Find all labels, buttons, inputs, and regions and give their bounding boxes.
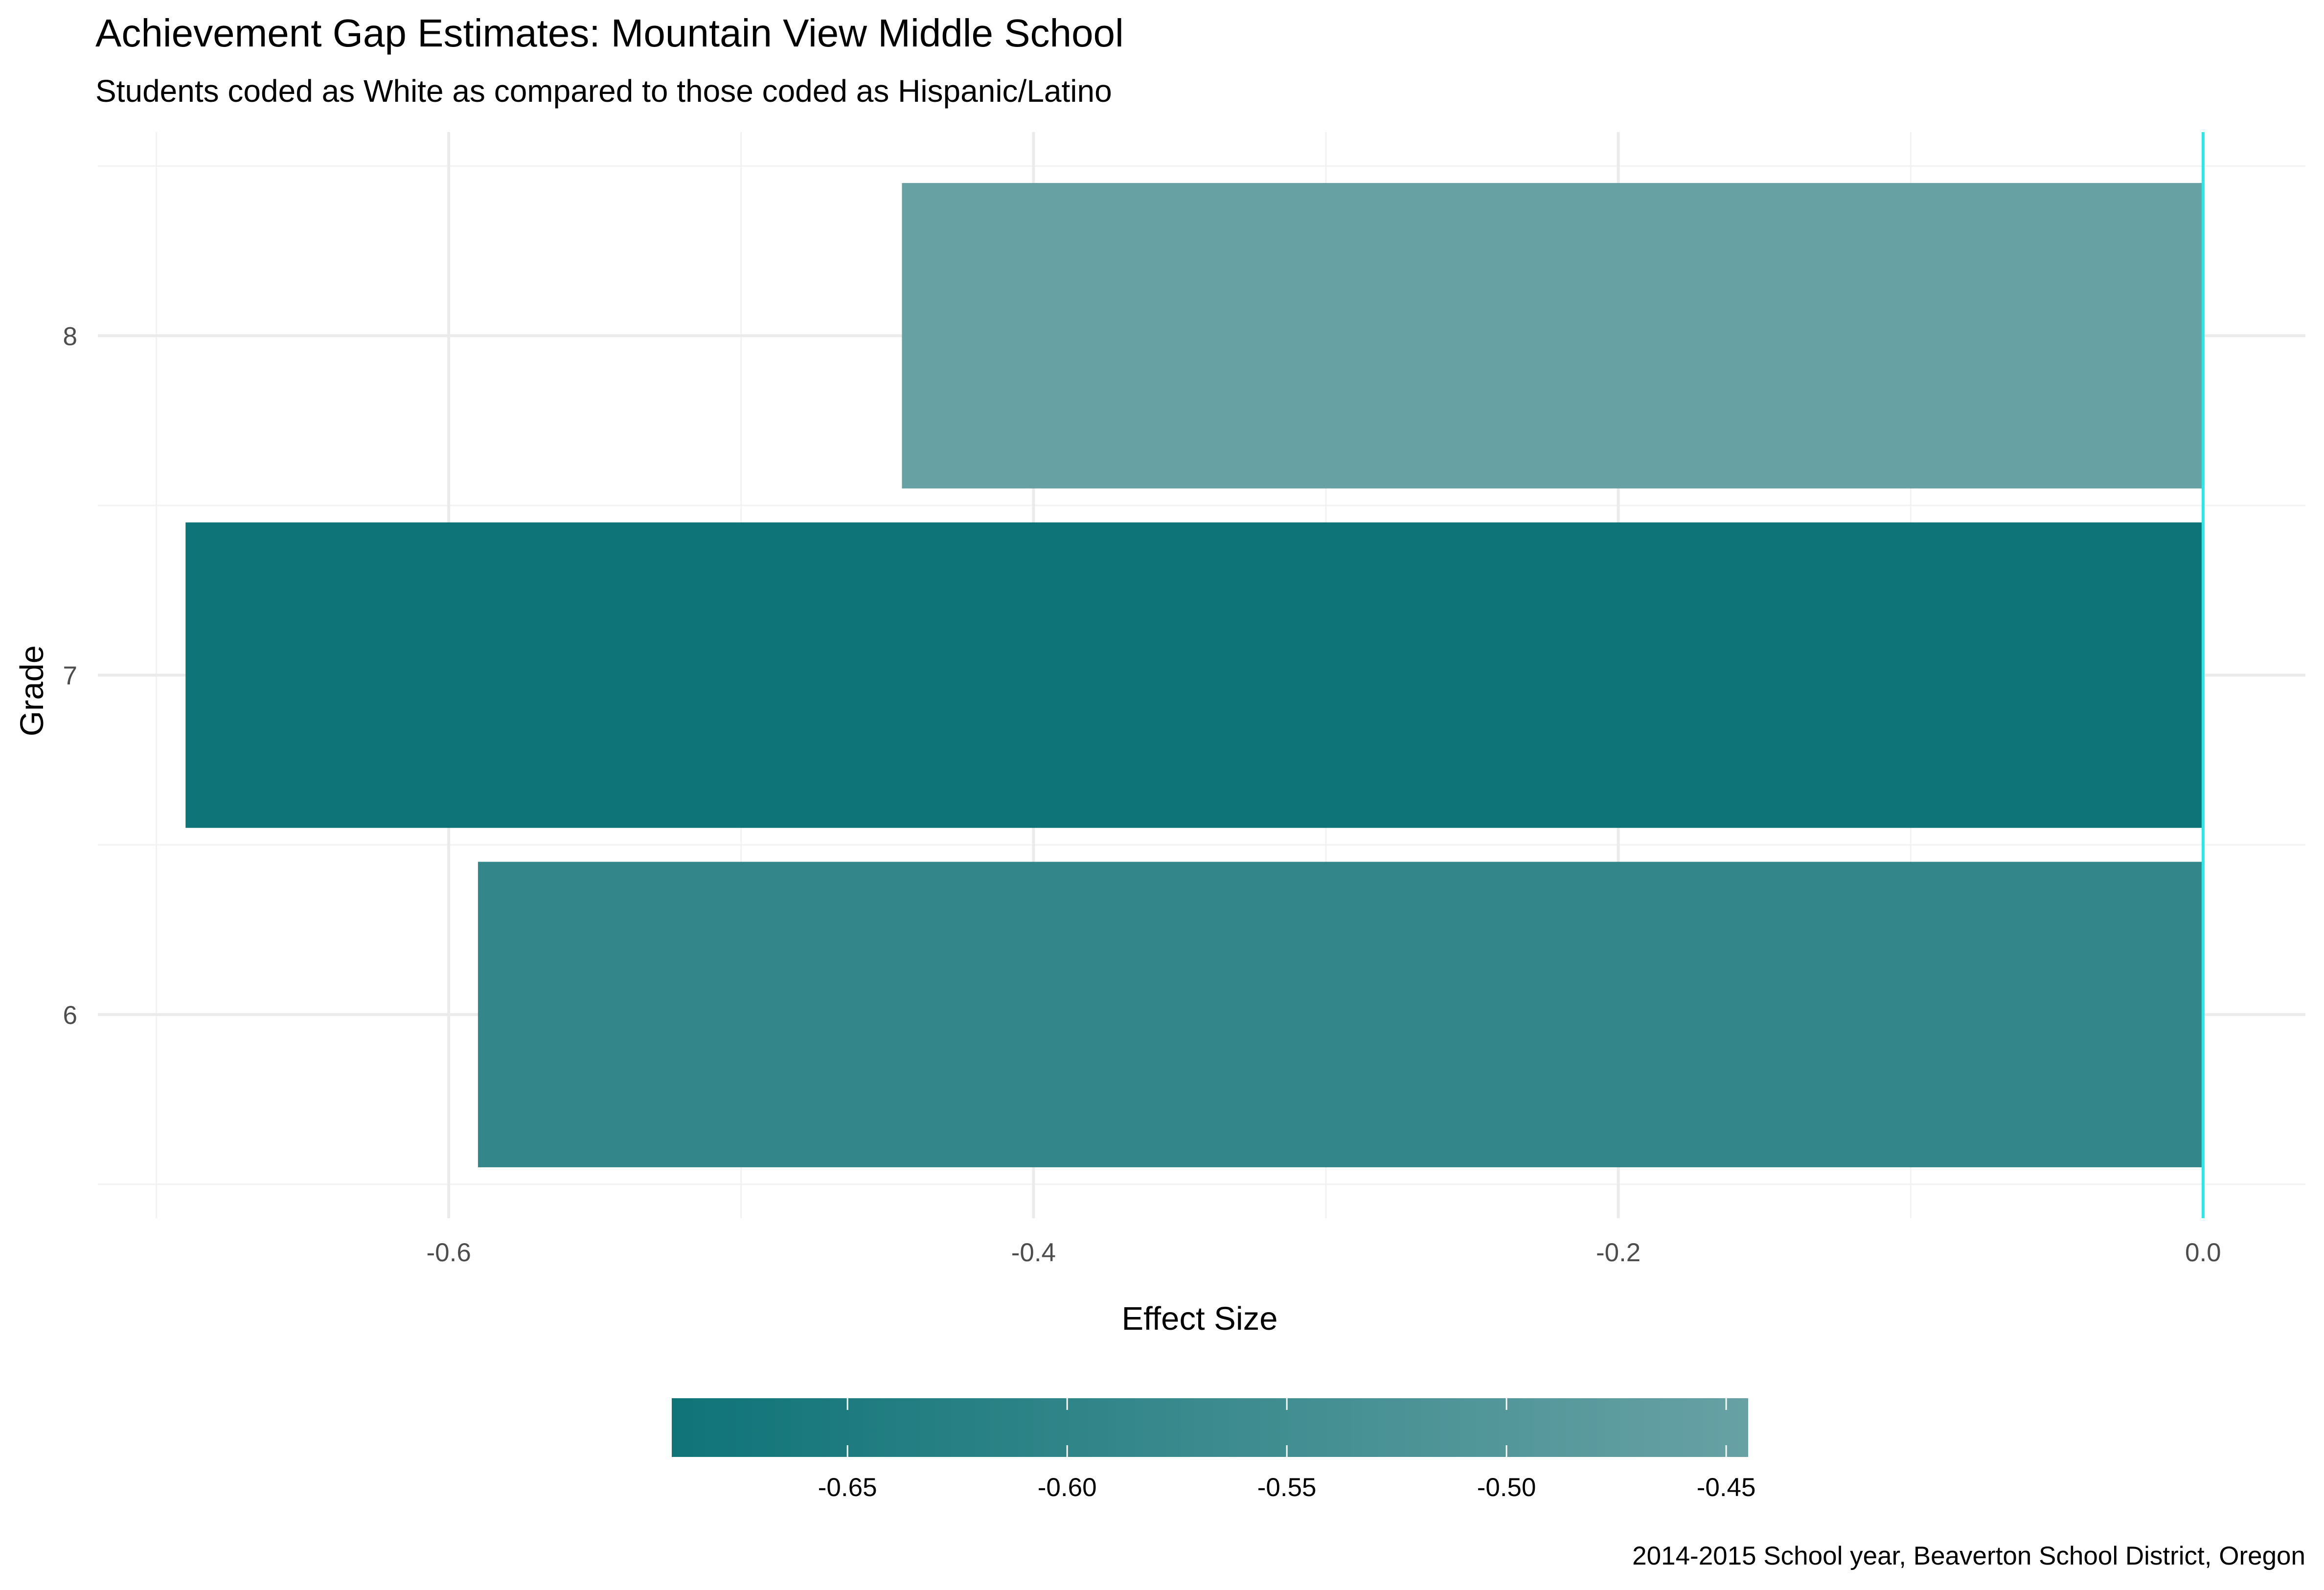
x-axis-ticks: -0.6 -0.4 -0.2 0.0 bbox=[426, 1238, 2221, 1267]
y-tick-label: 6 bbox=[63, 1001, 77, 1030]
chart-caption: 2014-2015 School year, Beaverton School … bbox=[1632, 1542, 2305, 1570]
colorbar-tick-label: -0.60 bbox=[1038, 1473, 1097, 1502]
x-axis-title: Effect Size bbox=[1121, 1300, 1277, 1337]
x-tick-label: 0.0 bbox=[2185, 1238, 2221, 1267]
bar-grade-7 bbox=[185, 522, 2203, 828]
colorbar-ticks: -0.65 -0.60 -0.55 -0.50 -0.45 bbox=[818, 1398, 1756, 1502]
x-tick-label: -0.2 bbox=[1596, 1238, 1640, 1267]
y-tick-label: 7 bbox=[63, 661, 77, 690]
colorbar bbox=[672, 1398, 1748, 1457]
chart-subtitle: Students coded as White as compared to t… bbox=[95, 73, 1112, 109]
y-axis-ticks: 6 7 8 bbox=[63, 322, 77, 1030]
chart-title: Achievement Gap Estimates: Mountain View… bbox=[95, 11, 1124, 55]
color-legend: -0.65 -0.60 -0.55 -0.50 -0.45 bbox=[672, 1398, 1756, 1502]
bar-grade-6 bbox=[478, 862, 2203, 1167]
y-axis-title: Grade bbox=[14, 645, 50, 736]
colorbar-tick-label: -0.65 bbox=[818, 1473, 877, 1502]
x-tick-label: -0.4 bbox=[1011, 1238, 1056, 1267]
x-tick-label: -0.6 bbox=[426, 1238, 471, 1267]
colorbar-tick-label: -0.50 bbox=[1477, 1473, 1536, 1502]
colorbar-tick-label: -0.55 bbox=[1257, 1473, 1317, 1502]
y-tick-label: 8 bbox=[63, 322, 77, 351]
bars bbox=[185, 183, 2203, 1167]
colorbar-tick-label: -0.45 bbox=[1697, 1473, 1756, 1502]
bar-grade-8 bbox=[902, 183, 2203, 489]
